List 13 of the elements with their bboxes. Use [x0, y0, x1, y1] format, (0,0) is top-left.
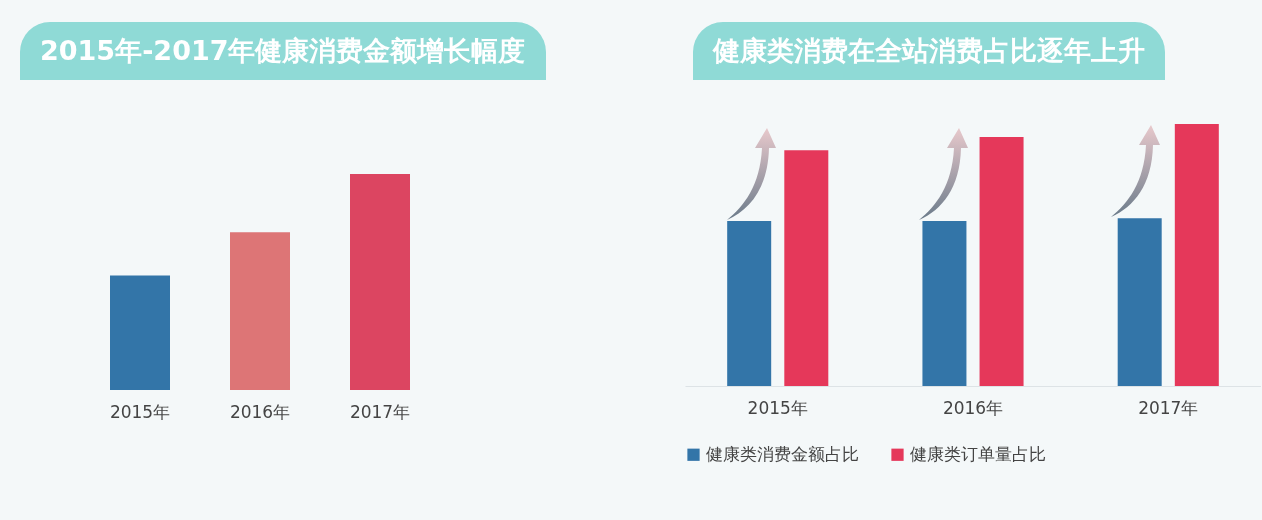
- chart-title: 健康类消费在全站消费占比逐年上升: [693, 22, 1165, 80]
- legend-label: 健康类订单量占比: [910, 443, 1046, 464]
- chart-title: 2015年-2017年健康消费金额增长幅度: [20, 22, 546, 80]
- x-tick-label: 2015年: [109, 401, 171, 422]
- legend-label: 健康类消费金额占比: [706, 443, 859, 464]
- bar: [979, 137, 1024, 386]
- x-tick-label: 2016年: [229, 401, 291, 422]
- x-tick-label: 2017年: [1138, 397, 1199, 418]
- bar: [784, 150, 829, 386]
- x-tick-label: 2015年: [747, 397, 808, 418]
- x-tick-label: 2017年: [349, 401, 411, 422]
- x-tick-label: 2016年: [942, 397, 1004, 418]
- bar: [1174, 124, 1219, 386]
